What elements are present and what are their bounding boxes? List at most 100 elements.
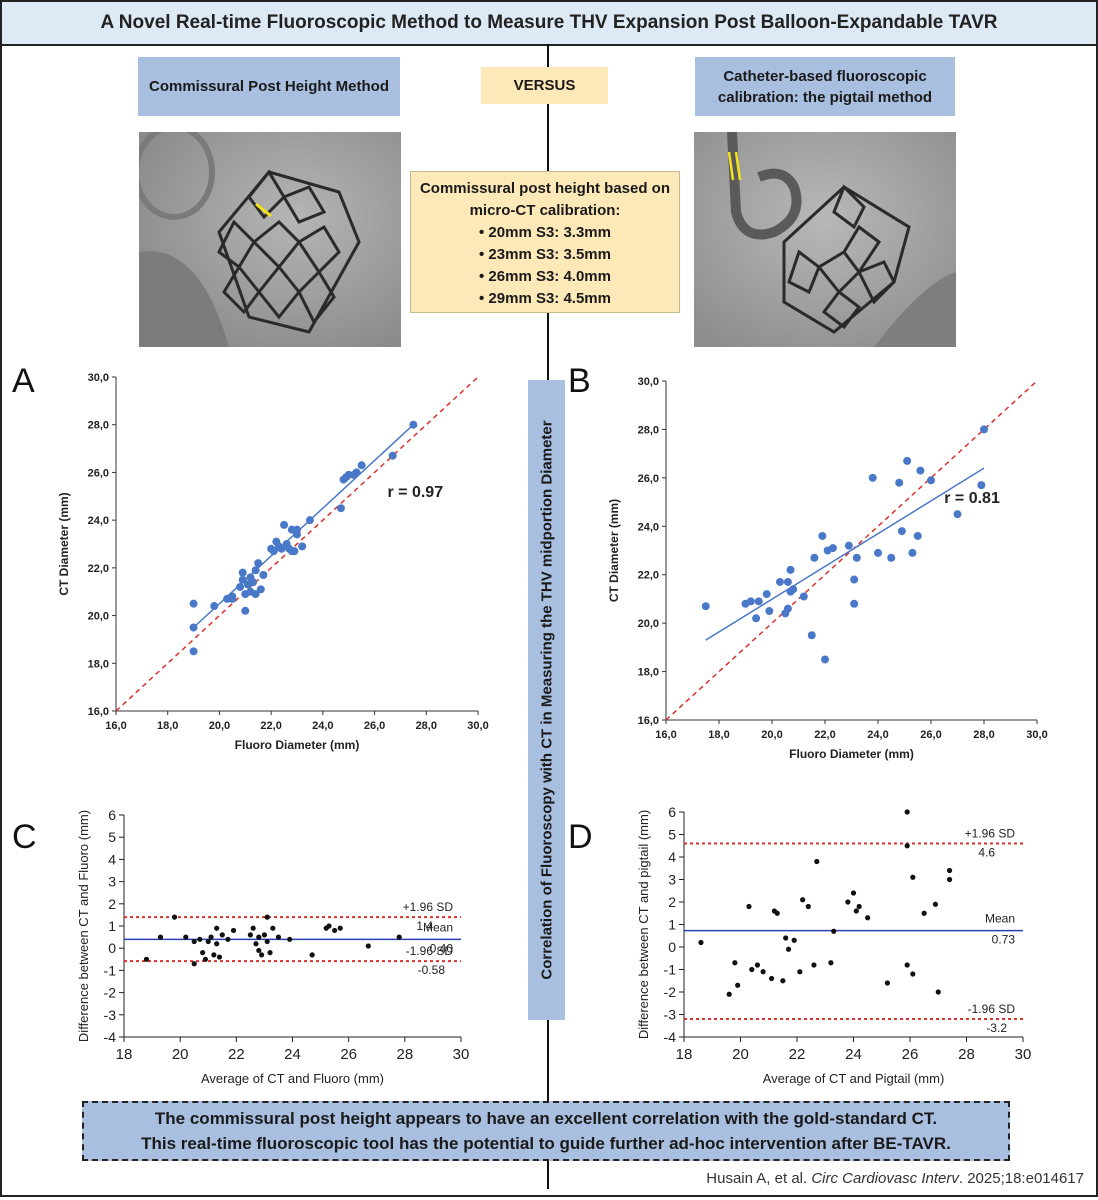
data-point xyxy=(698,939,704,946)
lower-limit-value: -0.58 xyxy=(418,963,446,977)
data-point xyxy=(953,510,962,519)
x-tick-label: 26,0 xyxy=(920,729,941,741)
mean-label: Mean xyxy=(985,912,1015,926)
citation-journal: Circ Cardiovasc Interv xyxy=(811,1170,959,1187)
data-point xyxy=(786,565,795,574)
data-point xyxy=(752,614,761,623)
data-point xyxy=(189,623,198,632)
data-point xyxy=(932,901,939,907)
x-tick-label: 20,0 xyxy=(761,729,782,741)
data-point xyxy=(935,989,941,995)
data-point xyxy=(765,607,774,616)
data-point xyxy=(238,575,247,584)
y-tick-label: 4 xyxy=(108,851,116,867)
x-tick-label: 18,0 xyxy=(708,729,729,741)
y-tick-label: 1 xyxy=(108,918,116,934)
x-tick-label: 26 xyxy=(902,1046,919,1063)
x-tick-label: 18 xyxy=(116,1046,133,1063)
data-point xyxy=(267,950,273,956)
y-tick-label: 2 xyxy=(108,896,116,912)
x-axis-label: Fluoro Diameter (mm) xyxy=(235,738,360,752)
lower-limit-value: -3.2 xyxy=(986,1021,1007,1035)
data-point xyxy=(238,568,247,577)
right-method-line1: Catheter-based fluoroscopic xyxy=(723,67,927,85)
data-point xyxy=(726,991,732,997)
data-point xyxy=(225,936,231,942)
data-point xyxy=(868,473,877,482)
data-point xyxy=(797,969,803,975)
data-point xyxy=(216,954,223,960)
data-point xyxy=(791,937,797,943)
x-axis-label: Fluoro Diameter (mm) xyxy=(789,747,914,761)
data-point xyxy=(780,978,786,984)
data-point xyxy=(853,908,859,914)
data-point xyxy=(828,544,837,553)
data-point xyxy=(865,915,871,921)
y-tick-label: 30,0 xyxy=(88,372,109,384)
data-point xyxy=(189,647,198,656)
chart-b-scatter: 16,0 16,0 18,0 18,0 20,0 20,0 22,0 22,0 24,0 24,0… xyxy=(607,376,1048,761)
data-point xyxy=(214,941,220,947)
data-point xyxy=(250,925,256,931)
data-point xyxy=(290,547,299,556)
x-tick-label: 28,0 xyxy=(416,720,437,732)
data-point xyxy=(799,592,808,601)
data-point xyxy=(202,956,209,962)
data-point xyxy=(927,476,935,485)
data-point xyxy=(701,602,710,611)
data-point xyxy=(396,934,402,940)
x-tick-label: 20 xyxy=(172,1046,189,1063)
citation: Husain A, et al. Circ Cardiovasc Interv.… xyxy=(706,1170,1084,1187)
data-point xyxy=(874,548,882,557)
data-point xyxy=(305,516,314,525)
y-tick-label: 28,0 xyxy=(88,420,109,432)
fluoroscopy-image-pigtail xyxy=(694,132,956,347)
data-point xyxy=(735,982,741,988)
y-axis-label: Difference between CT and pigtail (mm) xyxy=(636,810,651,1039)
data-point xyxy=(785,946,792,952)
data-point xyxy=(208,934,214,940)
data-point xyxy=(754,597,763,606)
y-tick-label: 20,0 xyxy=(638,618,659,630)
x-tick-label: 20 xyxy=(732,1046,749,1063)
data-point xyxy=(980,425,988,434)
calibration-list: • 20mm S3: 3.3mm • 23mm S3: 3.5mm • 26mm… xyxy=(411,222,679,310)
data-point xyxy=(352,468,361,477)
data-point xyxy=(754,962,761,968)
calibration-item: • 23mm S3: 3.5mm xyxy=(479,246,611,263)
right-method-line2: calibration: the pigtail method xyxy=(717,88,933,106)
y-tick-label: 24,0 xyxy=(638,521,659,533)
y-tick-label: 6 xyxy=(668,804,676,820)
fluoroscopy-image-commissural xyxy=(139,132,401,347)
y-tick-label: -1 xyxy=(664,962,677,978)
x-axis-label: Average of CT and Pigtail (mm) xyxy=(763,1071,945,1086)
data-point xyxy=(249,578,258,587)
correlation-annotation: r = 0.81 xyxy=(944,490,1000,507)
data-point xyxy=(908,548,917,557)
conclusion-box: The commissural post height appears to h… xyxy=(82,1101,1010,1161)
panel-letter-c: C xyxy=(12,818,37,856)
data-point xyxy=(762,590,771,599)
chart-c-bland-altman: 18 20 22 24 26 28 30 -4 -3 -2 -1 0 1 2 3 4 5 6 +1.96 SD 1.4… xyxy=(76,807,470,1086)
data-point xyxy=(287,936,293,942)
data-point xyxy=(210,602,219,611)
x-tick-label: 28 xyxy=(958,1046,975,1063)
data-point xyxy=(783,577,792,586)
fit-line xyxy=(705,467,985,641)
citation-rest: . 2025;18:e014617 xyxy=(958,1170,1084,1187)
data-point xyxy=(916,466,925,475)
x-tick-label: 30 xyxy=(453,1046,470,1063)
data-point xyxy=(251,566,260,575)
data-point xyxy=(309,952,315,958)
data-point xyxy=(850,599,859,608)
data-point xyxy=(775,577,784,586)
data-point xyxy=(277,544,286,553)
data-point xyxy=(157,934,164,940)
data-point xyxy=(783,935,789,941)
data-point xyxy=(247,932,253,938)
y-tick-label: 3 xyxy=(108,874,116,890)
data-point xyxy=(171,914,178,920)
data-point xyxy=(828,960,834,966)
y-axis-label: Difference between CT and Fluoro (mm) xyxy=(76,810,91,1042)
data-point xyxy=(409,420,418,429)
